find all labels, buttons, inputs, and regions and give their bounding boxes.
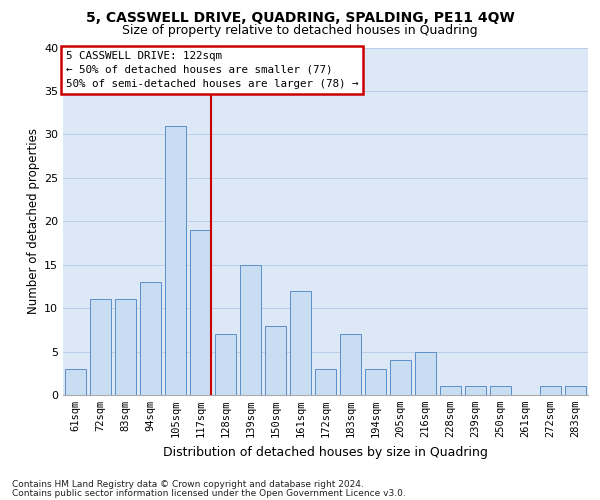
Bar [390,360,411,395]
Bar [265,326,286,395]
Text: 5 CASSWELL DRIVE: 122sqm
← 50% of detached houses are smaller (77)
50% of semi-d: 5 CASSWELL DRIVE: 122sqm ← 50% of detach… [65,51,358,89]
Bar [565,386,586,395]
Bar [465,386,486,395]
Bar [340,334,361,395]
Bar [90,300,111,395]
Bar [315,369,336,395]
Bar [165,126,186,395]
Bar [540,386,561,395]
Bar [490,386,511,395]
Bar [115,300,136,395]
Bar [140,282,161,395]
Text: Contains public sector information licensed under the Open Government Licence v3: Contains public sector information licen… [12,488,406,498]
Bar [365,369,386,395]
Bar [440,386,461,395]
Bar [65,369,86,395]
Bar [415,352,436,395]
Bar [215,334,236,395]
Bar [190,230,211,395]
Y-axis label: Number of detached properties: Number of detached properties [27,128,40,314]
X-axis label: Distribution of detached houses by size in Quadring: Distribution of detached houses by size … [163,446,488,458]
Text: Size of property relative to detached houses in Quadring: Size of property relative to detached ho… [122,24,478,37]
Bar [290,291,311,395]
Bar [240,264,261,395]
Text: 5, CASSWELL DRIVE, QUADRING, SPALDING, PE11 4QW: 5, CASSWELL DRIVE, QUADRING, SPALDING, P… [86,11,514,25]
Text: Contains HM Land Registry data © Crown copyright and database right 2024.: Contains HM Land Registry data © Crown c… [12,480,364,489]
